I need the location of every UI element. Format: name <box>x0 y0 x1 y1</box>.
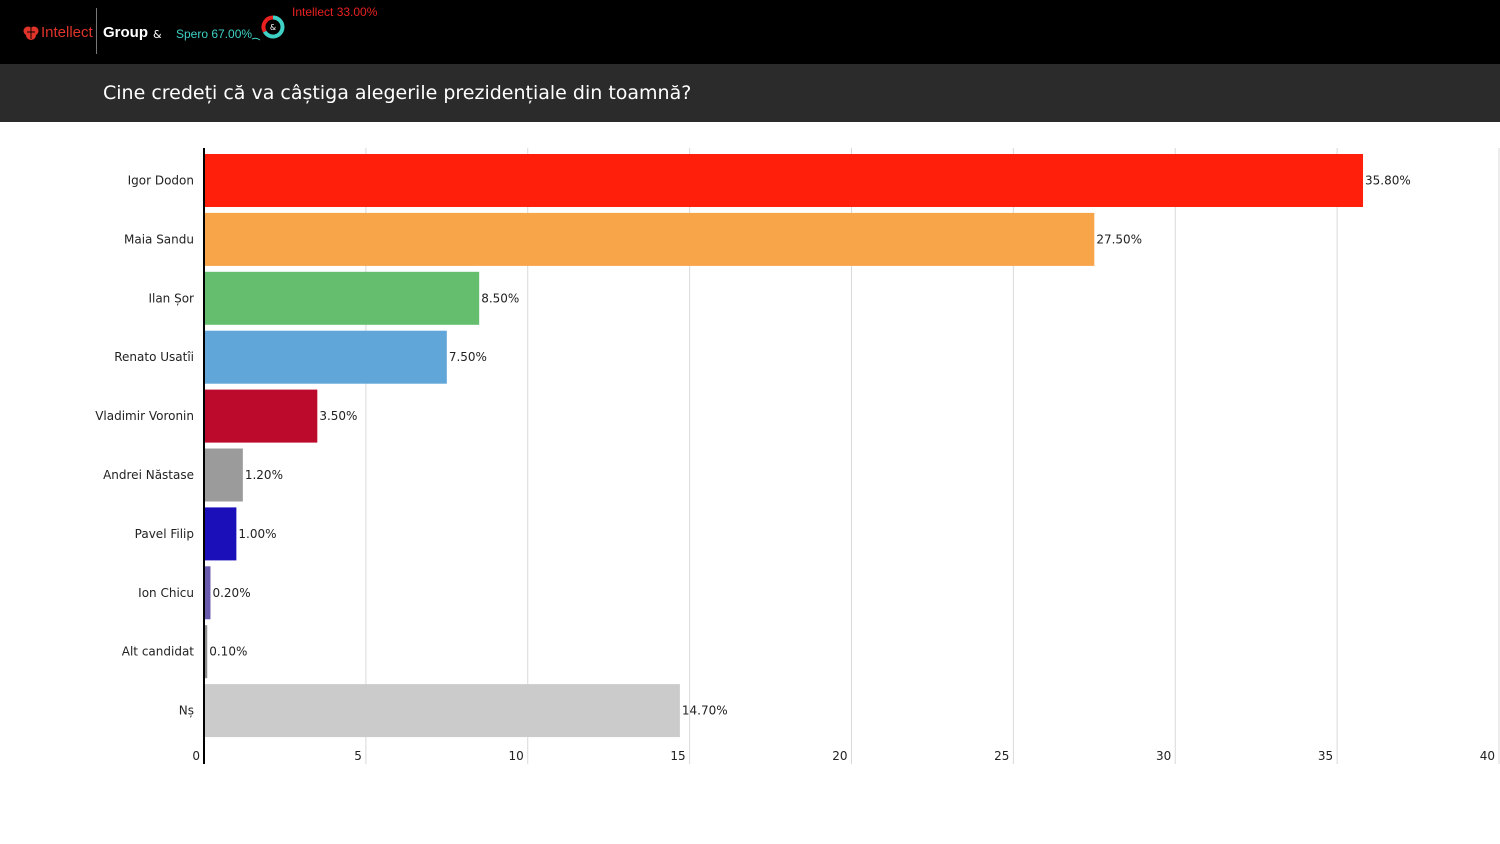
brain-icon <box>23 26 39 40</box>
spero-share-label: Spero 67.00% <box>176 27 253 41</box>
bar <box>204 154 1364 207</box>
group-label: Group <box>103 24 148 41</box>
intellect-share-label: Intellect 33.00% <box>292 5 378 19</box>
x-tick-label: 40 <box>1480 749 1495 763</box>
value-label: 3.50% <box>319 409 357 423</box>
value-label: 27.50% <box>1096 232 1142 246</box>
bar-chart: Igor Dodon 35.80% Maia Sandu 27.50% Ilan Șor… <box>95 148 1500 764</box>
value-label: 1.00% <box>238 527 276 541</box>
value-label: 8.50% <box>481 291 519 305</box>
ampersand-label: & <box>153 28 162 41</box>
top-bar: Intellect Group & Spero 67.00% Intellect… <box>0 0 1500 64</box>
x-tick-label: 25 <box>994 749 1009 763</box>
category-label: Nș <box>179 704 194 718</box>
x-tick-label: 30 <box>1156 749 1171 763</box>
share-donut-chart: & <box>251 15 285 41</box>
x-tick-label: 35 <box>1318 749 1333 763</box>
chart-title: Cine credeți că va câștiga alegerile pre… <box>103 82 692 104</box>
bar <box>204 271 480 325</box>
x-tick-label: 10 <box>508 749 523 763</box>
x-tick-label: 0 <box>192 749 200 763</box>
category-label: Renato Usatîi <box>114 350 194 364</box>
title-bar: Cine credeți că va câștiga alegerile pre… <box>0 64 1500 122</box>
brand-name: Intellect <box>41 24 93 41</box>
value-label: 7.50% <box>449 350 487 364</box>
x-tick-label: 5 <box>354 749 362 763</box>
x-tick-label: 20 <box>832 749 847 763</box>
category-label: Vladimir Voronin <box>95 409 194 423</box>
value-label: 1.20% <box>245 468 283 482</box>
bar <box>204 684 680 738</box>
bar <box>204 507 237 561</box>
donut-slice-spero <box>262 15 285 39</box>
value-label: 35.80% <box>1365 174 1411 188</box>
category-label: Andrei Năstase <box>103 468 194 482</box>
bar <box>204 389 318 443</box>
brand-logo[interactable]: Intellect <box>22 24 93 42</box>
value-label: 0.10% <box>209 645 247 659</box>
bar <box>204 330 447 384</box>
bar <box>204 566 211 620</box>
value-label: 0.20% <box>212 586 250 600</box>
category-label: Alt candidat <box>122 645 195 659</box>
category-label: Maia Sandu <box>124 232 194 246</box>
logo-divider <box>96 8 97 54</box>
category-label: Ilan Șor <box>148 291 194 305</box>
category-label: Igor Dodon <box>128 174 194 188</box>
donut-slice-intellect <box>261 15 274 33</box>
bar <box>204 448 243 502</box>
value-label: 14.70% <box>682 704 728 718</box>
bar <box>204 212 1095 266</box>
donut-center-label: & <box>270 23 276 32</box>
donut-connector-line <box>251 37 261 41</box>
bar <box>204 625 208 679</box>
category-label: Ion Chicu <box>138 586 194 600</box>
x-tick-label: 15 <box>670 749 685 763</box>
category-label: Pavel Filip <box>135 527 194 541</box>
